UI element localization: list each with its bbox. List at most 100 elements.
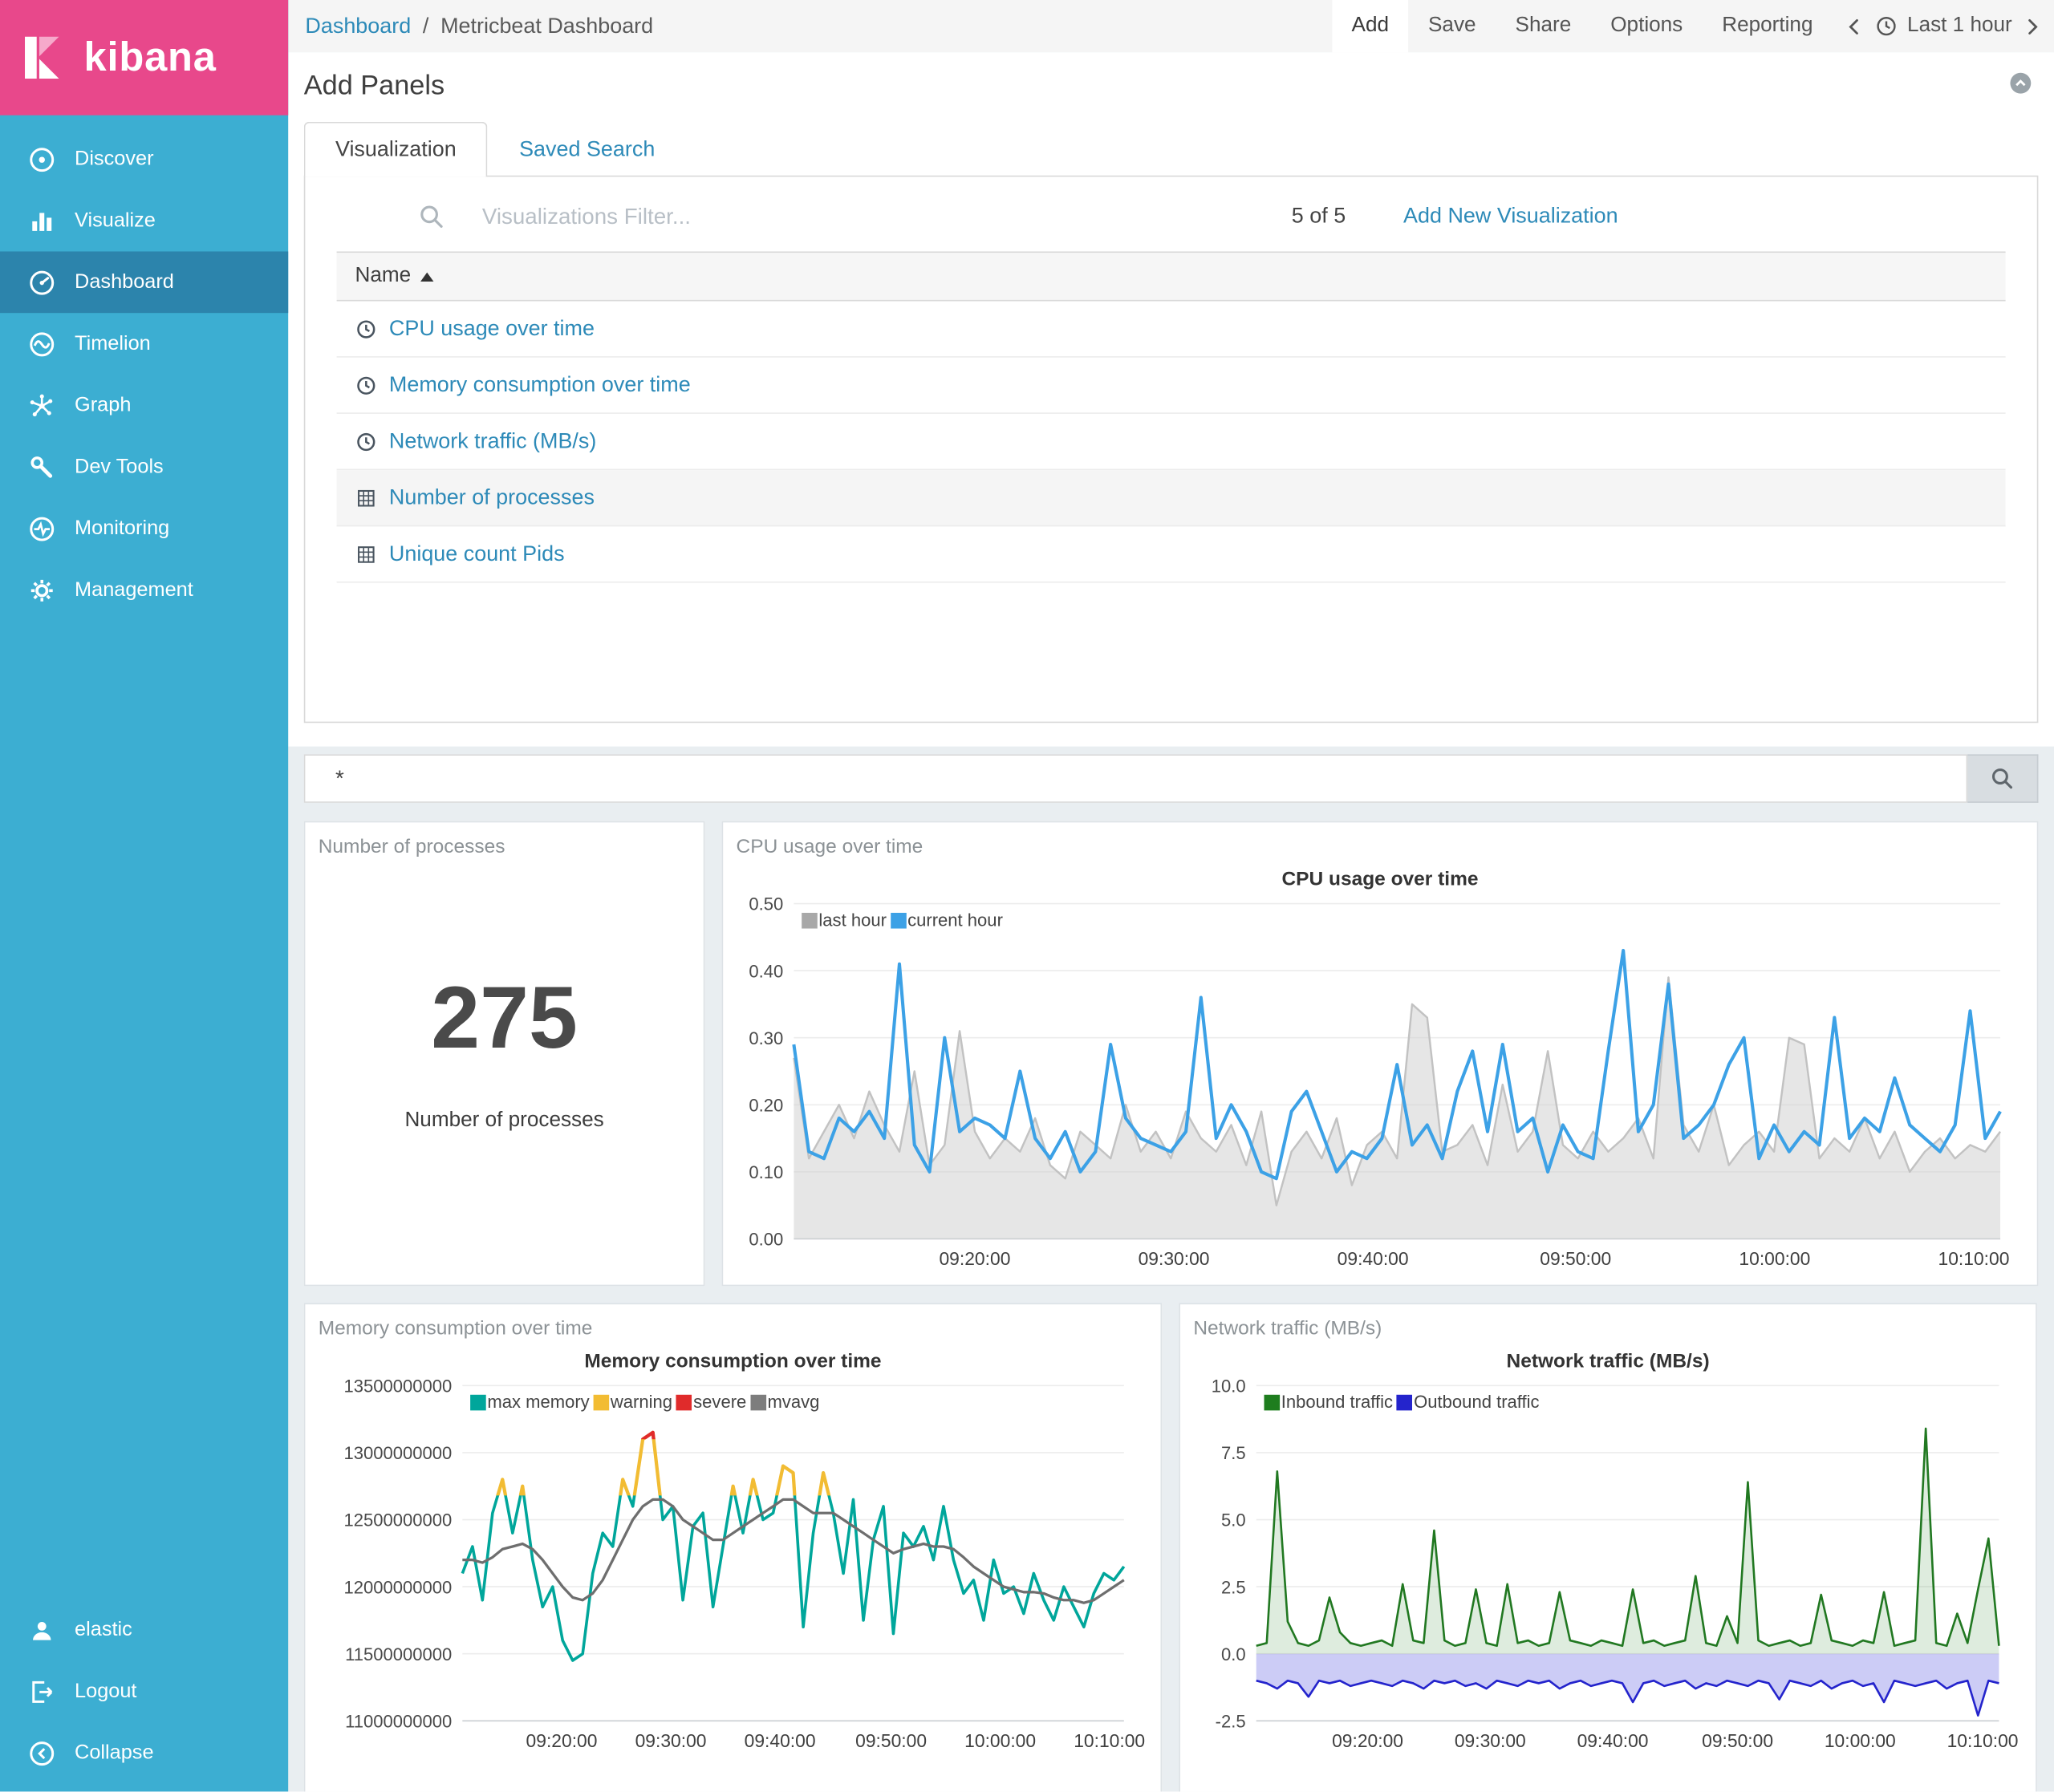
svg-text:0.20: 0.20 bbox=[749, 1095, 783, 1115]
panel-title[interactable]: Number of processes bbox=[318, 835, 505, 858]
clock-icon bbox=[355, 430, 377, 452]
table-grid-icon bbox=[355, 487, 377, 509]
dashboard-body: Number of processes 275 Number of proces… bbox=[288, 746, 2054, 1792]
list-item-label: Memory consumption over time bbox=[388, 372, 691, 396]
timelion-wave-icon bbox=[27, 330, 56, 359]
timepicker-label[interactable]: Last 1 hour bbox=[1907, 14, 2012, 37]
chart-legend[interactable]: last hour current hour bbox=[802, 910, 1007, 930]
chart-legend[interactable]: max memory warning severe mvavg bbox=[470, 1393, 823, 1412]
search-icon bbox=[1991, 768, 2013, 789]
brand-text: kibana bbox=[83, 34, 217, 80]
metric-value: 275 bbox=[431, 968, 578, 1067]
discover-icon bbox=[27, 144, 56, 173]
sidebar-item-management[interactable]: Management bbox=[0, 559, 288, 621]
clock-icon[interactable] bbox=[1874, 14, 1898, 38]
kibana-logo-icon bbox=[25, 36, 59, 79]
sidebar-item-visualize[interactable]: Visualize bbox=[0, 190, 288, 252]
sidebar-item-logout[interactable]: Logout bbox=[0, 1660, 288, 1722]
query-bar bbox=[303, 754, 2039, 803]
panel-title[interactable]: Network traffic (MB/s) bbox=[1193, 1317, 1382, 1340]
svg-text:5.0: 5.0 bbox=[1221, 1510, 1246, 1530]
list-item-cpu-usage[interactable]: CPU usage over time bbox=[336, 302, 2006, 358]
panel-number-of-processes: Number of processes 275 Number of proces… bbox=[303, 821, 705, 1287]
sidebar-item-label: Visualize bbox=[75, 209, 156, 232]
svg-text:10.0: 10.0 bbox=[1212, 1376, 1246, 1397]
breadcrumb-separator: / bbox=[422, 14, 429, 38]
clock-icon bbox=[355, 318, 377, 340]
sidebar-item-label: Collapse bbox=[75, 1741, 154, 1764]
svg-text:10:00:00: 10:00:00 bbox=[964, 1730, 1036, 1751]
collapse-circle-icon bbox=[27, 1738, 56, 1767]
list-item-number-of-processes[interactable]: Number of processes bbox=[336, 470, 2006, 527]
tab-saved-search[interactable]: Saved Search bbox=[519, 137, 656, 161]
menu-item-add[interactable]: Add bbox=[1332, 0, 1409, 53]
menu-item-share[interactable]: Share bbox=[1515, 14, 1572, 37]
sidebar-item-label: Management bbox=[75, 578, 193, 601]
sidebar-item-dev-tools[interactable]: Dev Tools bbox=[0, 436, 288, 498]
time-back-button[interactable] bbox=[1843, 15, 1865, 38]
graph-network-icon bbox=[27, 391, 56, 420]
svg-text:09:30:00: 09:30:00 bbox=[1139, 1248, 1210, 1269]
menu-item-reporting[interactable]: Reporting bbox=[1722, 14, 1813, 37]
sidebar-item-timelion[interactable]: Timelion bbox=[0, 313, 288, 375]
wrench-icon bbox=[27, 452, 56, 481]
add-new-visualization-link[interactable]: Add New Visualization bbox=[1403, 204, 1618, 229]
menu-item-options[interactable]: Options bbox=[1610, 14, 1683, 37]
timepicker: Last 1 hour bbox=[1833, 14, 2054, 38]
clock-icon bbox=[355, 374, 377, 396]
svg-text:-2.5: -2.5 bbox=[1216, 1711, 1246, 1731]
result-count: 5 of 5 bbox=[1291, 204, 1346, 229]
visualizations-filter-input[interactable] bbox=[481, 203, 1216, 230]
svg-text:09:30:00: 09:30:00 bbox=[1455, 1730, 1526, 1751]
time-forward-button[interactable] bbox=[2021, 15, 2044, 38]
panel-cpu-usage: CPU usage over time CPU usage over time … bbox=[721, 821, 2039, 1287]
breadcrumb-dashboard-link[interactable]: Dashboard bbox=[305, 14, 412, 38]
add-panels-flyout: Add Panels Visualization Saved Search 5 … bbox=[288, 52, 2054, 747]
sidebar-item-discover[interactable]: Discover bbox=[0, 128, 288, 190]
list-item-label: Unique count Pids bbox=[388, 541, 565, 566]
sidebar-item-user-elastic[interactable]: elastic bbox=[0, 1599, 288, 1660]
svg-text:09:40:00: 09:40:00 bbox=[1577, 1730, 1649, 1751]
svg-text:0.10: 0.10 bbox=[749, 1162, 783, 1182]
chart-title: Network traffic (MB/s) bbox=[1506, 1350, 1710, 1373]
sidebar-item-monitoring[interactable]: Monitoring bbox=[0, 497, 288, 559]
sort-asc-icon bbox=[420, 271, 433, 282]
sidebar-item-dashboard[interactable]: Dashboard bbox=[0, 251, 289, 314]
svg-text:09:20:00: 09:20:00 bbox=[526, 1730, 598, 1751]
query-input[interactable] bbox=[303, 754, 1968, 803]
user-icon bbox=[27, 1616, 56, 1644]
cpu-usage-chart: 0.00 0.10 0.20 0.30 0.40 0.50 09:20:00 09:30:00… bbox=[733, 890, 2026, 1279]
metric-visualization: 275 Number of processes bbox=[315, 866, 692, 1274]
breadcrumb: Dashboard / Metricbeat Dashboard bbox=[288, 14, 653, 39]
list-item-network-traffic[interactable]: Network traffic (MB/s) bbox=[336, 414, 2006, 471]
chart-legend[interactable]: Inbound traffic Outbound traffic bbox=[1264, 1393, 1544, 1412]
svg-text:13000000000: 13000000000 bbox=[343, 1443, 452, 1463]
memory-consumption-chart: 11000000000 11500000000 12000000000 1250000… bbox=[315, 1372, 1150, 1762]
panel-title[interactable]: CPU usage over time bbox=[736, 835, 923, 858]
svg-text:09:40:00: 09:40:00 bbox=[1338, 1248, 1409, 1269]
kibana-logo[interactable]: kibana bbox=[0, 0, 289, 116]
svg-text:0.00: 0.00 bbox=[749, 1230, 783, 1250]
name-column-header[interactable]: Name bbox=[336, 251, 2006, 302]
panel-network-traffic: Network traffic (MB/s) Network traffic (… bbox=[1179, 1303, 2037, 1792]
metric-label: Number of processes bbox=[404, 1109, 604, 1131]
add-panels-title: Add Panels bbox=[303, 71, 445, 101]
collapse-add-panels-button[interactable] bbox=[2008, 71, 2033, 102]
svg-text:7.5: 7.5 bbox=[1221, 1443, 1246, 1463]
sidebar-item-label: Discover bbox=[75, 147, 154, 170]
svg-text:09:20:00: 09:20:00 bbox=[939, 1248, 1010, 1269]
list-item-memory-consumption[interactable]: Memory consumption over time bbox=[336, 358, 2006, 414]
sidebar-item-graph[interactable]: Graph bbox=[0, 375, 288, 436]
topbar-menu: Add Save Share Options Reporting Last 1 … bbox=[1332, 0, 2054, 53]
svg-text:09:50:00: 09:50:00 bbox=[1702, 1730, 1773, 1751]
sidebar-item-collapse[interactable]: Collapse bbox=[0, 1722, 288, 1784]
list-item-unique-count-pids[interactable]: Unique count Pids bbox=[336, 526, 2006, 583]
query-search-button[interactable] bbox=[1967, 754, 2039, 803]
tab-visualization[interactable]: Visualization bbox=[303, 121, 488, 177]
menu-item-save[interactable]: Save bbox=[1427, 14, 1476, 37]
bar-chart-icon bbox=[27, 206, 56, 235]
panel-title[interactable]: Memory consumption over time bbox=[318, 1317, 593, 1340]
svg-text:0.0: 0.0 bbox=[1221, 1644, 1246, 1664]
network-traffic-chart: -2.5 0.0 2.5 5.0 7.5 10.0 09:20:00 09:30:00 09:4… bbox=[1191, 1372, 2025, 1762]
